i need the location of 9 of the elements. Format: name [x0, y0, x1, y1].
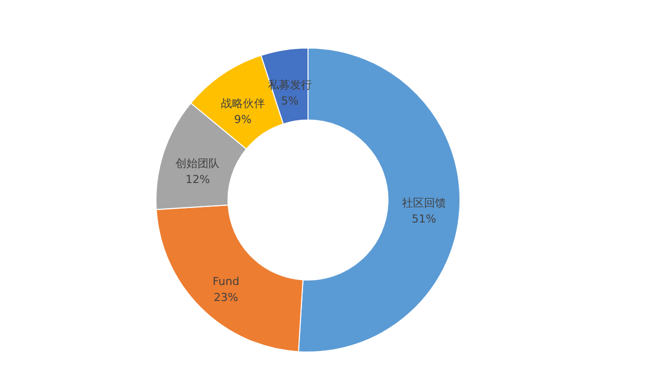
data-label: 9% — [234, 113, 252, 126]
slice-label: 社区回馈 — [402, 196, 446, 210]
data-label: 5% — [281, 94, 299, 108]
data-label: 51% — [412, 212, 436, 226]
slice-label: 战略伙伴 — [220, 97, 265, 110]
data-label: 12% — [185, 173, 210, 186]
slice-label: Fund — [212, 275, 240, 288]
data-label: 23% — [214, 291, 238, 304]
slice-label: 创始团队 — [176, 157, 220, 170]
